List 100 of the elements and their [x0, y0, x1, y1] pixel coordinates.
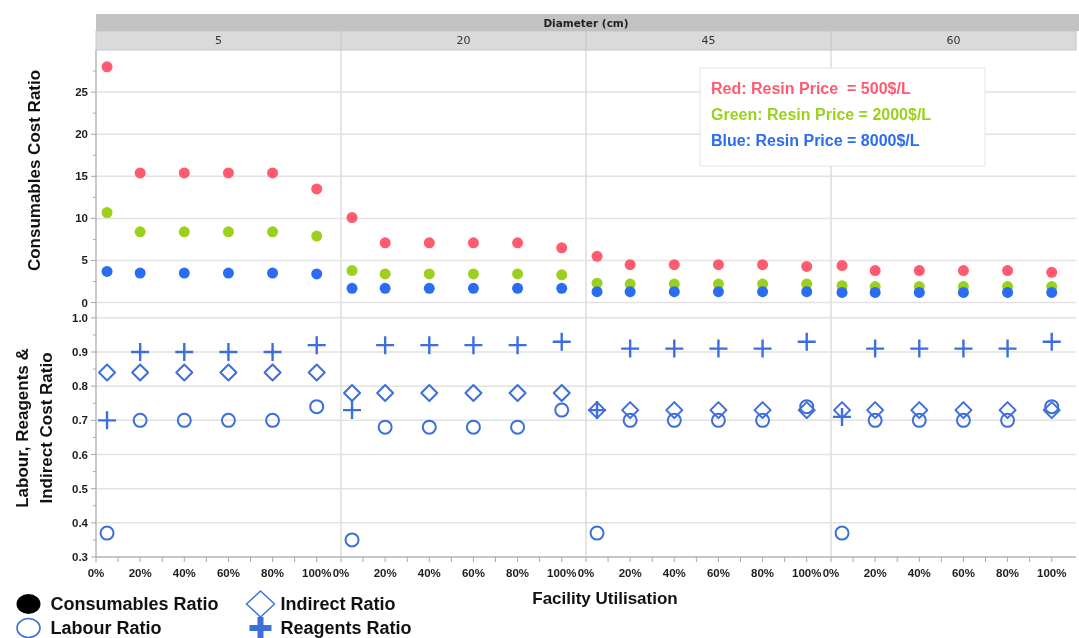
y-tick-label: 0.4	[72, 516, 89, 529]
point	[668, 259, 680, 271]
point	[1044, 399, 1060, 415]
point	[309, 399, 325, 415]
chart-title: 60	[946, 34, 961, 47]
point	[174, 341, 195, 363]
point	[307, 363, 326, 382]
point	[668, 286, 680, 298]
chart-title: 45	[701, 34, 716, 47]
text: Green: Resin Price = 2000$/L	[711, 105, 932, 123]
point	[1042, 401, 1061, 420]
x-tick-label: 40%	[172, 567, 196, 579]
point	[344, 532, 360, 548]
point	[556, 269, 568, 281]
point	[267, 267, 279, 279]
x-tick-label: 60%	[461, 567, 485, 579]
point	[99, 525, 115, 541]
point	[664, 338, 685, 359]
x-axis-title: Facility Utilisation	[532, 588, 678, 608]
x-tick-label: 80%	[751, 567, 775, 579]
y-tick-label: 0.7	[72, 414, 88, 427]
point	[712, 286, 724, 298]
point	[423, 282, 435, 294]
point	[998, 401, 1017, 420]
text: Red: Resin Price = 500$/L	[711, 79, 911, 97]
y-tick-label: 0.9	[72, 346, 88, 358]
point	[708, 338, 729, 359]
point	[831, 406, 853, 428]
y-tick-label: 0.5	[72, 482, 89, 495]
point	[132, 412, 148, 428]
point	[101, 206, 113, 218]
point	[953, 338, 974, 359]
point	[913, 286, 925, 298]
y-tick-label: 0.3	[72, 551, 88, 563]
point	[954, 401, 973, 420]
point	[346, 265, 358, 277]
point	[801, 260, 813, 272]
y-tick-label: 0.8	[72, 380, 89, 393]
point	[957, 286, 969, 298]
point	[554, 402, 570, 418]
point	[624, 286, 636, 298]
point	[101, 61, 113, 73]
y-tick-label: 1.0	[72, 311, 88, 324]
point	[621, 401, 640, 420]
point	[346, 212, 358, 224]
point	[869, 265, 881, 277]
x-tick-label: 20%	[863, 567, 887, 579]
point	[619, 338, 641, 359]
y-axis-title: Consumables Cost Ratio	[24, 69, 44, 272]
point	[311, 268, 323, 280]
point	[556, 282, 568, 294]
point	[665, 401, 684, 420]
point	[376, 384, 395, 402]
y-tick-label: 0	[81, 296, 88, 309]
point	[913, 265, 925, 277]
point	[624, 259, 636, 271]
point	[867, 412, 883, 428]
point	[341, 399, 363, 421]
x-tick-label: 0%	[577, 567, 595, 579]
point	[467, 282, 479, 294]
point	[420, 384, 439, 402]
point	[836, 260, 848, 272]
point	[836, 286, 848, 298]
point	[834, 525, 850, 541]
point	[957, 265, 969, 277]
point	[1002, 286, 1014, 298]
point	[709, 401, 728, 420]
x-tick-label: 40%	[417, 567, 441, 579]
point	[178, 267, 190, 279]
point	[98, 363, 117, 382]
point	[1046, 266, 1058, 278]
x-tick-label: 100%	[1037, 567, 1067, 579]
x-tick-label: 60%	[706, 567, 730, 579]
point	[464, 384, 483, 402]
legend-label: Labour Ratio	[50, 618, 162, 638]
x-tick-label: 80%	[996, 567, 1020, 579]
x-tick-label: 60%	[951, 567, 975, 579]
point	[134, 167, 146, 179]
point	[423, 237, 435, 249]
point	[178, 167, 190, 179]
point	[507, 334, 528, 356]
point	[423, 268, 435, 280]
point	[869, 286, 881, 298]
point	[263, 363, 282, 382]
point	[552, 384, 571, 402]
point	[666, 412, 682, 428]
point	[379, 268, 391, 280]
point	[512, 282, 524, 294]
text: Diameter (cm)	[543, 16, 629, 29]
y-tick-label: 15	[75, 170, 89, 183]
point	[1002, 265, 1014, 277]
x-tick-label: 40%	[662, 567, 686, 579]
point	[799, 399, 815, 415]
point	[512, 268, 524, 280]
point	[710, 412, 726, 428]
point	[419, 334, 440, 356]
point	[379, 237, 391, 249]
point	[222, 226, 234, 238]
x-tick-label: 60%	[216, 567, 240, 579]
point	[467, 237, 479, 249]
